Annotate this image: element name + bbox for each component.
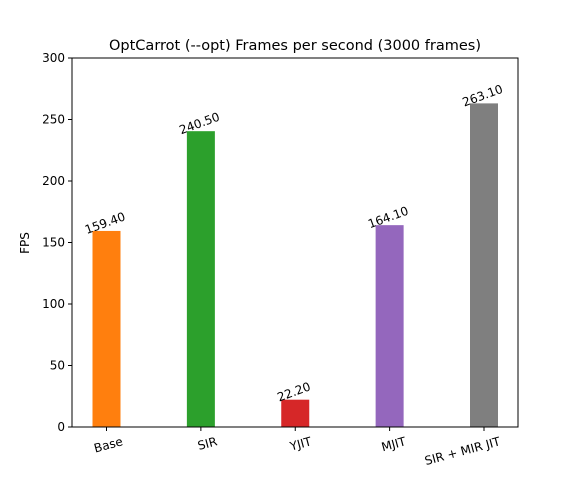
- bar-base: [92, 230, 121, 427]
- x-tick-label: MJIT: [380, 434, 408, 454]
- x-tick-label: SIR: [196, 434, 218, 453]
- bar-sir-mir-jit: [470, 103, 498, 428]
- x-axis-ticks: Base SIR YJIT MJIT SIR + MIR JIT: [92, 427, 502, 468]
- chart-title: OptCarrot (--opt) Frames per second (300…: [109, 38, 481, 54]
- y-tick-label: 300: [42, 51, 65, 65]
- y-tick-label: 100: [42, 297, 65, 311]
- x-tick-label: YJIT: [287, 434, 313, 454]
- plot-frame: [71, 57, 519, 428]
- y-tick-label: 150: [42, 236, 65, 250]
- bar-yjit: [281, 399, 310, 427]
- y-tick-label: 0: [57, 420, 65, 434]
- bar-mjit: [375, 225, 404, 427]
- x-tick-label: SIR + MIR JIT: [423, 434, 502, 468]
- y-tick-label: 50: [50, 359, 65, 373]
- bar-sir: [186, 131, 215, 427]
- bars-group: [92, 103, 498, 428]
- x-tick-label: Base: [92, 434, 124, 455]
- y-tick-label: 200: [42, 174, 65, 188]
- y-axis-ticks: 0 50 100 150 200 250 300: [42, 51, 72, 434]
- y-axis-label: FPS: [18, 232, 32, 254]
- y-tick-label: 250: [42, 113, 65, 127]
